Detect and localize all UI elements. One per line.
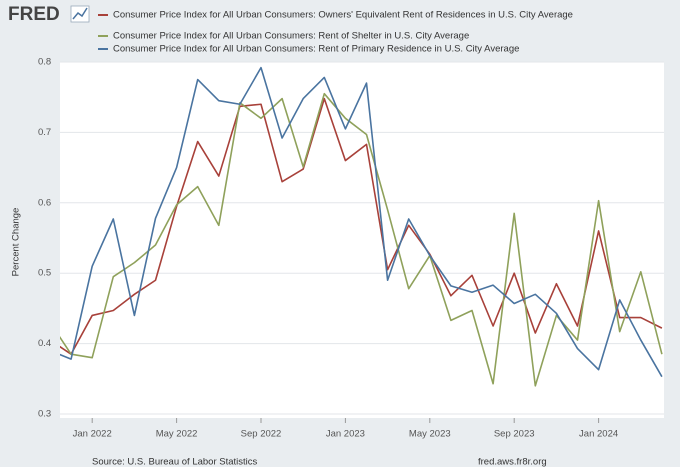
x-tick-label: Jan 2024 [579, 429, 618, 440]
x-tick-label: May 2022 [156, 429, 198, 440]
legend-label: Consumer Price Index for All Urban Consu… [113, 10, 573, 21]
x-tick-label: Sep 2023 [494, 429, 535, 440]
y-tick-label: 0.4 [38, 338, 51, 349]
x-tick-label: Jan 2022 [73, 429, 112, 440]
y-tick-label: 0.7 [38, 127, 51, 138]
y-tick-label: 0.5 [38, 268, 51, 279]
plot-lines [60, 66, 663, 387]
site: fred.aws.fr8r.org [478, 457, 547, 467]
plot-area [60, 62, 664, 418]
y-tick-label: 0.6 [38, 197, 51, 208]
series-line [60, 97, 663, 355]
y-tick-label: 0.8 [38, 57, 51, 68]
x-tick-label: Sep 2022 [241, 429, 282, 440]
y-axis-label: Percent Change [11, 208, 22, 277]
x-tick-label: Jan 2023 [326, 429, 365, 440]
legend-label: Consumer Price Index for All Urban Consu… [113, 31, 469, 42]
legend-label: Consumer Price Index for All Urban Consu… [113, 44, 519, 55]
series-line [60, 66, 663, 378]
x-tick-label: May 2023 [409, 429, 451, 440]
source: Source: U.S. Bureau of Labor Statistics [92, 457, 258, 467]
y-tick-label: 0.3 [38, 409, 51, 420]
logo-icon [70, 5, 90, 23]
logo: FRED [8, 4, 60, 25]
